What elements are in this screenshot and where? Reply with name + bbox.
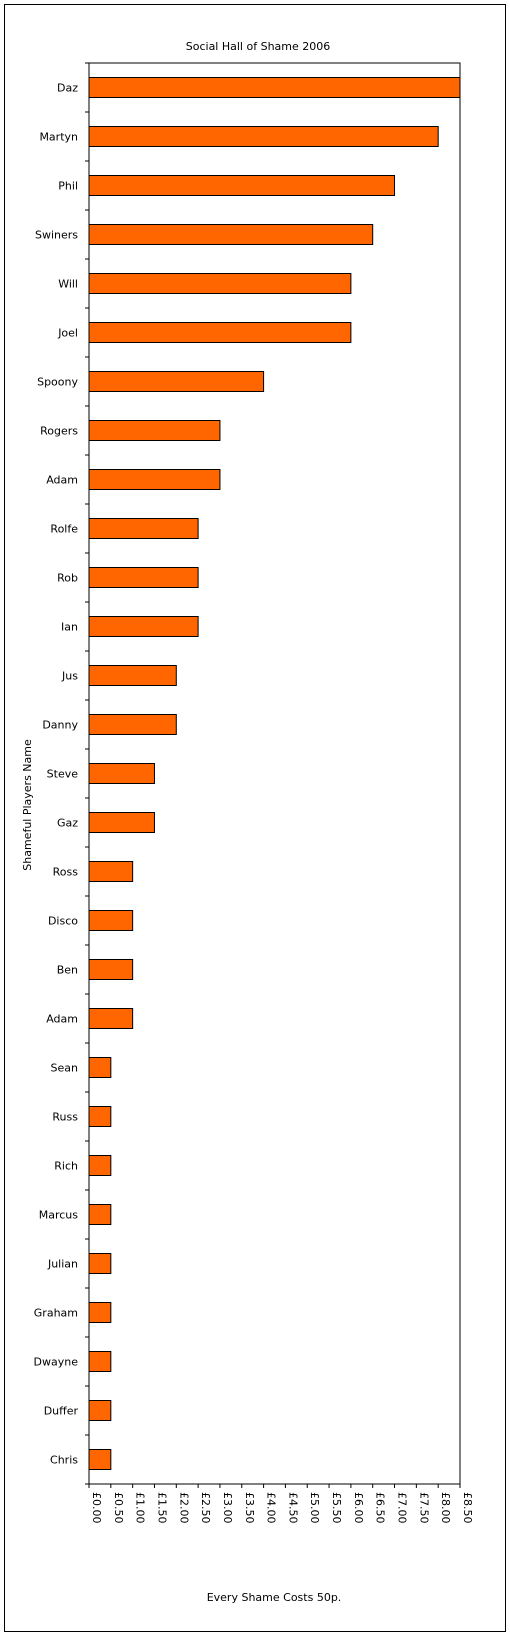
x-tick-label: £5.00	[308, 1492, 321, 1524]
category-label: Sean	[51, 1062, 78, 1075]
x-tick-label: £7.00	[396, 1492, 409, 1524]
bar	[88, 812, 155, 833]
bar	[88, 1302, 112, 1323]
bar	[88, 273, 352, 294]
bar	[88, 1351, 112, 1372]
bar	[88, 1106, 112, 1127]
x-tick-label: £0.50	[112, 1492, 125, 1524]
x-tick-label: £8.50	[461, 1492, 474, 1524]
category-label: Rolfe	[50, 523, 78, 536]
x-tick-label: £5.50	[330, 1492, 343, 1524]
bar	[88, 1204, 112, 1225]
bar	[88, 910, 134, 931]
category-label: Russ	[52, 1111, 78, 1124]
category-label: Chris	[50, 1454, 78, 1467]
bar	[88, 714, 177, 735]
bar	[88, 959, 134, 980]
x-tick-label: £4.00	[265, 1492, 278, 1524]
category-label: Graham	[34, 1307, 78, 1320]
category-label: Ross	[53, 866, 79, 879]
bar	[88, 861, 134, 882]
x-tick-label: £7.50	[417, 1492, 430, 1524]
category-label: Phil	[58, 180, 78, 193]
y-axis-label: Shameful Players Name	[21, 739, 34, 871]
category-label: Gaz	[57, 817, 78, 830]
category-label: Disco	[48, 915, 78, 928]
category-label: Martyn	[39, 131, 78, 144]
bar	[88, 126, 439, 147]
category-label: Jus	[61, 670, 78, 683]
bar	[88, 1008, 134, 1029]
category-label: Ian	[61, 621, 78, 634]
chart-frame	[4, 4, 506, 1632]
bar	[88, 175, 396, 196]
bar	[88, 1057, 112, 1078]
chart-title: Social Hall of Shame 2006	[186, 40, 331, 53]
category-label: Ben	[57, 964, 78, 977]
bar	[88, 469, 221, 490]
category-label: Dwayne	[34, 1356, 79, 1369]
bar	[88, 1155, 112, 1176]
bar	[88, 420, 221, 441]
bar	[88, 567, 199, 588]
plot-area: Daz Martyn Phil Swiners Will Joel Spoony Rogers…	[34, 62, 474, 1524]
category-label: Adam	[46, 1013, 78, 1026]
bar	[88, 77, 461, 98]
x-tick-label: £1.00	[134, 1492, 147, 1524]
category-label: Spoony	[37, 376, 78, 389]
category-label: Duffer	[44, 1405, 79, 1418]
bar	[88, 1449, 112, 1470]
category-label: Rogers	[40, 425, 78, 438]
x-tick-label: £3.50	[243, 1492, 256, 1524]
x-axis-label: Every Shame Costs 50p.	[207, 1591, 342, 1604]
category-label: Danny	[42, 719, 78, 732]
x-tick-label: £8.00	[439, 1492, 452, 1524]
category-label: Daz	[57, 82, 78, 95]
bar	[88, 371, 265, 392]
x-tick-label: £2.00	[177, 1492, 190, 1524]
bar	[88, 665, 177, 686]
category-label: Will	[58, 278, 78, 291]
bar	[88, 1253, 112, 1274]
bar	[88, 224, 374, 245]
category-label: Joel	[57, 327, 78, 340]
bar	[88, 616, 199, 637]
bar	[88, 1400, 112, 1421]
category-label: Steve	[47, 768, 79, 781]
category-label: Rich	[54, 1160, 78, 1173]
category-label: Adam	[46, 474, 78, 487]
x-tick-label: £1.50	[155, 1492, 168, 1524]
x-tick-label: £6.50	[374, 1492, 387, 1524]
x-tick-label: £2.50	[199, 1492, 212, 1524]
bar	[88, 518, 199, 539]
x-tick-label: £6.00	[352, 1492, 365, 1524]
bar	[88, 322, 352, 343]
category-label: Rob	[57, 572, 78, 585]
x-tick-label: £3.00	[221, 1492, 234, 1524]
bar	[88, 763, 155, 784]
category-label: Julian	[47, 1258, 78, 1271]
category-label: Marcus	[39, 1209, 79, 1222]
category-label: Swiners	[35, 229, 78, 242]
x-tick-label: £0.00	[90, 1492, 103, 1524]
x-tick-label: £4.50	[286, 1492, 299, 1524]
